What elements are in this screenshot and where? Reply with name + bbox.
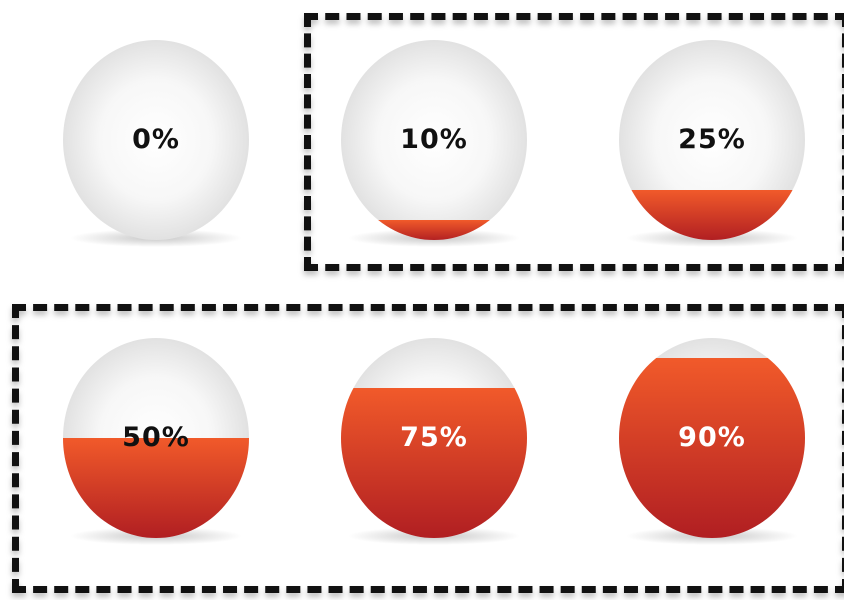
gauge-25-percent: 25% xyxy=(618,40,806,247)
liquid-fill-level xyxy=(619,358,805,538)
gauge-75-percent: 75% xyxy=(340,338,528,545)
liquid-fill-level xyxy=(63,438,249,538)
sphere-body xyxy=(341,40,527,240)
gauge-10-percent: 10% xyxy=(340,40,528,247)
gauge-label: 90% xyxy=(678,422,746,453)
gauge-label: 75% xyxy=(400,422,468,453)
gauge-90-percent: 90% xyxy=(618,338,806,545)
sphere-gauge-graphic xyxy=(341,40,527,247)
sphere-gauge-graphic xyxy=(63,40,249,247)
liquid-fill-level xyxy=(341,388,527,538)
sphere-gauge-graphic xyxy=(341,338,527,545)
sphere-gauge-graphic xyxy=(619,338,805,545)
sphere-body xyxy=(63,40,249,240)
gauge-label: 10% xyxy=(400,124,468,155)
gauge-label: 50% xyxy=(122,422,190,453)
gauge-0-percent: 0% xyxy=(62,40,250,247)
gauge-label: 0% xyxy=(132,124,180,155)
sphere-gauge-graphic xyxy=(619,40,805,247)
gauge-50-percent: 50% xyxy=(62,338,250,545)
sphere-gauge-graphic xyxy=(63,338,249,545)
gauge-label: 25% xyxy=(678,124,746,155)
